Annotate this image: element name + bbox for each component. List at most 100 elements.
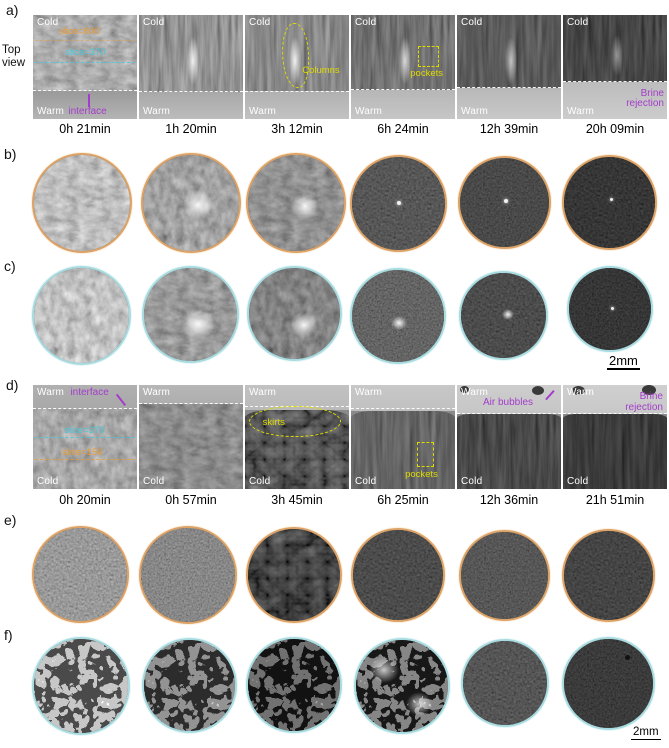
d-frame-5: Air bubbles Warm Cold <box>457 385 561 489</box>
top-view-slice <box>350 155 447 252</box>
warm-label: Warm <box>37 106 65 117</box>
time-label: 0h 21min <box>59 122 111 136</box>
bright-spot <box>396 200 401 205</box>
slice-600-label: slice=600 <box>59 26 100 38</box>
a-frame-1: slice=600 slice=370 interface Cold Warm <box>33 15 137 119</box>
warm-label: Warm <box>249 387 277 398</box>
warm-label: Warm <box>461 387 489 398</box>
brine-rejection-label: Brine rejection <box>626 87 664 110</box>
scale-bar: 2mm <box>607 353 640 370</box>
skirts-outline <box>249 405 341 437</box>
slice-370-label: slice=370 <box>65 47 106 59</box>
bright-region <box>183 189 214 220</box>
slice-600-line <box>35 39 135 41</box>
time-label: 1h 20min <box>165 122 217 136</box>
air-bubble <box>572 386 586 395</box>
air-bubbles-label: Air bubbles <box>483 397 534 409</box>
cold-label: Cold <box>461 476 483 487</box>
cold-label: Cold <box>567 17 589 28</box>
bright-column <box>396 23 414 92</box>
panel-b-label: b) <box>4 146 17 162</box>
warm-label: Warm <box>355 387 383 398</box>
cold-label: Cold <box>461 17 483 28</box>
bright-column <box>608 23 626 82</box>
bright-region <box>289 311 318 338</box>
warm-label: Warm <box>567 387 595 398</box>
air-bubble <box>531 386 544 395</box>
cold-label: Cold <box>143 476 165 487</box>
bright-spot <box>503 198 508 203</box>
cold-label: Cold <box>567 476 589 487</box>
panel-a-strip: slice=600 slice=370 interface Cold Warm … <box>33 15 667 119</box>
d-frame-6: Brine rejection Warm Cold <box>563 385 667 489</box>
top-view-label: Top view <box>2 44 25 70</box>
cold-label: Cold <box>37 476 59 487</box>
air-bubble <box>460 386 470 393</box>
top-view-line1: Top <box>2 44 21 56</box>
cold-label: Cold <box>143 17 165 28</box>
top-view-slice <box>562 529 655 622</box>
brine-line1: Brine <box>640 87 664 99</box>
bright-region <box>181 308 216 339</box>
panel-f-label: f) <box>4 627 13 643</box>
cold-label: Cold <box>37 17 59 28</box>
time-label: 12h 36min <box>479 493 539 507</box>
air-bubble <box>642 385 657 395</box>
top-view-slice <box>567 266 653 352</box>
bright-region <box>390 316 407 330</box>
bright-region <box>405 691 432 716</box>
cold-label: Cold <box>355 17 377 28</box>
a-frame-3: Columns Cold Warm <box>245 15 349 119</box>
top-view-slice <box>247 266 342 361</box>
top-view-slice <box>461 639 549 727</box>
top-view-slice <box>354 638 450 734</box>
top-view-slice <box>246 527 342 623</box>
time-label: 20h 09min <box>585 122 645 136</box>
top-view-slice <box>32 637 130 735</box>
bright-column <box>502 23 520 92</box>
top-view-slice <box>458 156 551 249</box>
time-label: 6h 24min <box>377 122 429 136</box>
columns-label: Columns <box>302 64 340 76</box>
slice-370-label: slice=370 <box>64 424 105 436</box>
pockets-label: pockets <box>410 68 444 80</box>
top-view-slice <box>32 266 131 365</box>
top-view-slice <box>351 528 445 622</box>
top-view-slice <box>459 271 548 360</box>
pockets-outline <box>416 442 435 468</box>
scale-bar: 2mm <box>631 726 661 740</box>
bright-spot <box>610 307 614 311</box>
cold-label: Cold <box>249 17 271 28</box>
brine-rejection-label: Brine rejection <box>625 392 663 413</box>
panel-d-label: d) <box>6 377 19 393</box>
interface-arrow <box>88 94 90 108</box>
warm-label: Warm <box>355 106 383 117</box>
bright-region <box>368 656 399 683</box>
cold-label: Cold <box>249 476 271 487</box>
columns-outline <box>282 23 310 88</box>
bright-column <box>184 23 202 92</box>
interface-label: interface <box>68 106 107 117</box>
brine-line1: Brine <box>639 391 663 403</box>
a-frame-5: Cold Warm <box>457 15 561 119</box>
d-frame-1: interface slice=370 slice=150 Warm Cold <box>33 385 137 489</box>
panel-d-times: 0h 20min 0h 57min 3h 45min 6h 25min 12h … <box>33 493 667 507</box>
bright-region <box>501 308 514 320</box>
top-view-slice <box>459 530 550 621</box>
time-label: 12h 39min <box>479 122 539 136</box>
warm-label: Warm <box>461 106 489 117</box>
top-view-slice <box>142 638 237 733</box>
warm-label: Warm <box>143 106 171 117</box>
brine-line2: rejection <box>625 401 663 413</box>
brine-line2: rejection <box>626 98 664 110</box>
slice-370-line <box>35 61 135 63</box>
time-label: 21h 51min <box>585 493 645 507</box>
pockets-label: pockets <box>405 469 438 481</box>
top-view-slice <box>246 637 342 733</box>
panel-d-strip: interface slice=370 slice=150 Warm Cold … <box>33 385 667 489</box>
panel-a-label: a) <box>6 2 19 18</box>
pockets-outline <box>417 46 440 67</box>
time-label: 3h 12min <box>271 122 323 136</box>
top-view-slice <box>246 153 346 253</box>
